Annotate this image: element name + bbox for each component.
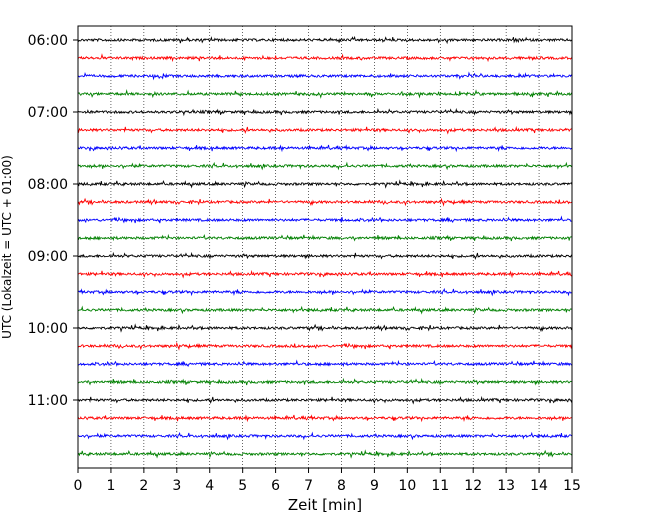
- trace-0700: [77, 107, 573, 117]
- trace-0600: [77, 35, 573, 45]
- trace-0615: [77, 53, 573, 63]
- x-tick-label-3: 3: [172, 478, 181, 494]
- x-tick-label-1: 1: [106, 478, 115, 494]
- y-tick-label-1: 07:00: [28, 105, 68, 121]
- trace-0815: [77, 197, 573, 207]
- x-tick-label-12: 12: [464, 478, 482, 494]
- x-tick-label-10: 10: [398, 478, 416, 494]
- x-tick-label-6: 6: [271, 478, 280, 494]
- trace-group: [77, 35, 573, 459]
- x-tick-label-15: 15: [563, 478, 581, 494]
- trace-0845: [77, 233, 573, 242]
- y-tick-label-3: 09:00: [28, 249, 68, 265]
- trace-0715: [77, 125, 573, 135]
- trace-0630: [77, 71, 573, 81]
- y-tick-label-2: 08:00: [28, 177, 68, 193]
- trace-1145: [77, 449, 573, 459]
- x-tick-label-11: 11: [431, 478, 449, 494]
- y-tick-label-0: 06:00: [28, 33, 68, 49]
- trace-0830: [77, 215, 573, 224]
- trace-0930: [77, 287, 573, 297]
- trace-0800: [77, 179, 573, 189]
- plot-background: [78, 26, 572, 468]
- plot-frame: [77, 25, 573, 469]
- trace-1100: [77, 395, 573, 405]
- x-tick-label-7: 7: [304, 478, 313, 494]
- trace-0745: [77, 161, 573, 171]
- trace-1045: [77, 377, 573, 386]
- trace-1115: [77, 414, 573, 423]
- trace-0645: [77, 89, 573, 99]
- x-axis-ticks: 0 1 2 3 4 5 6 7 8 9 10 11 12 13 14 15: [74, 468, 581, 494]
- x-tick-label-2: 2: [139, 478, 148, 494]
- x-tick-label-8: 8: [337, 478, 346, 494]
- trace-1015: [77, 341, 573, 351]
- trace-0945: [77, 305, 573, 315]
- x-tick-label-4: 4: [205, 478, 214, 494]
- y-tick-label-5: 11:00: [28, 393, 68, 409]
- trace-0915: [77, 269, 573, 279]
- y-axis-label: UTC (Lokalzeit = UTC + 01:00): [0, 155, 14, 339]
- y-tick-label-4: 10:00: [28, 321, 68, 337]
- x-tick-label-14: 14: [530, 478, 548, 494]
- x-tick-label-0: 0: [74, 478, 83, 494]
- trace-0730: [77, 144, 573, 153]
- x-axis-label: Zeit [min]: [288, 496, 362, 514]
- trace-1000: [77, 323, 573, 333]
- trace-0900: [77, 251, 573, 260]
- x-tick-label-9: 9: [370, 478, 379, 494]
- x-tick-label-13: 13: [497, 478, 515, 494]
- trace-1030: [77, 359, 573, 368]
- trace-1130: [77, 431, 573, 441]
- y-axis-ticks: 06:00 07:00 08:00 09:00 10:00 11:00: [28, 33, 78, 409]
- x-tick-label-5: 5: [238, 478, 247, 494]
